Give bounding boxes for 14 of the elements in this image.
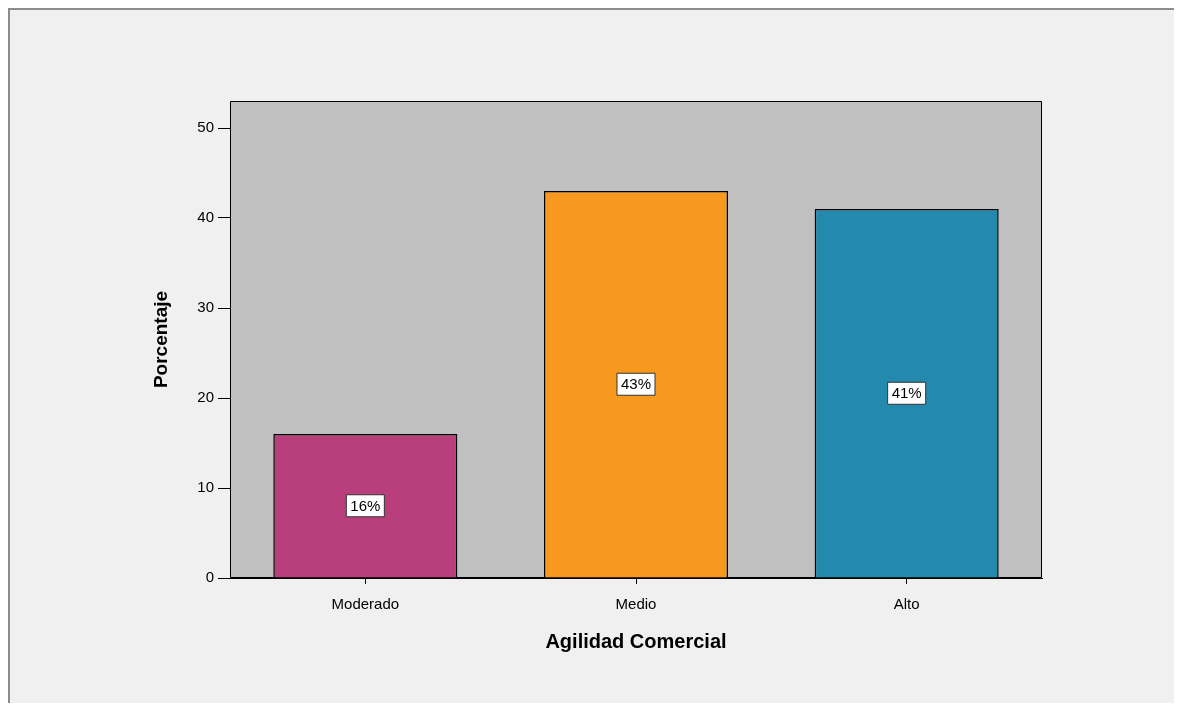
data-label: 16% xyxy=(350,496,381,514)
x-tick-label: Alto xyxy=(893,595,920,613)
y-tick-label: 10 xyxy=(197,478,214,496)
y-tick-label: 40 xyxy=(197,208,214,226)
y-tick-label: 50 xyxy=(197,118,214,136)
y-tick-label: 30 xyxy=(197,298,214,316)
y-tick-label: 0 xyxy=(205,568,214,586)
x-axis-title: Agilidad Comercial xyxy=(545,629,727,652)
y-tick-label: 20 xyxy=(197,388,214,406)
data-label: 43% xyxy=(620,375,652,393)
x-tick-label: Medio xyxy=(615,595,657,613)
data-label: 41% xyxy=(891,384,922,402)
x-tick-label: Moderado xyxy=(331,595,400,613)
y-axis-title: Porcentaje xyxy=(149,290,171,389)
